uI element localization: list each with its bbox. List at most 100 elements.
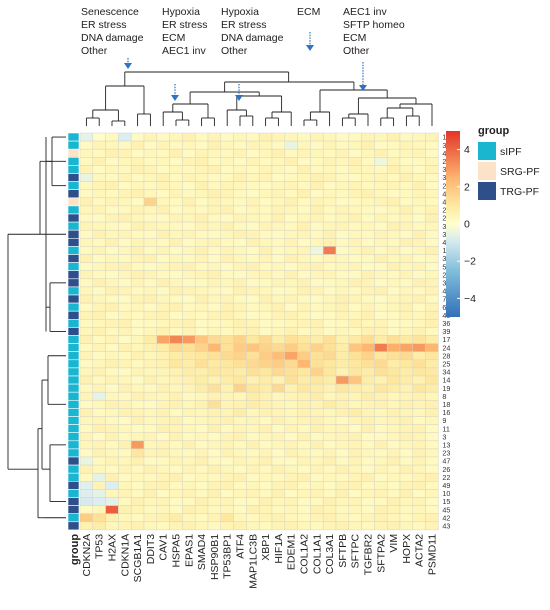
heatmap-cell xyxy=(399,489,414,498)
heatmap-cell xyxy=(258,132,273,142)
heatmap-cell xyxy=(335,383,350,393)
heatmap-cell xyxy=(284,383,298,393)
heatmap-cell xyxy=(399,294,414,304)
group-cell xyxy=(67,181,80,191)
heatmap-cell xyxy=(169,440,183,450)
heatmap-cell xyxy=(169,513,183,523)
heatmap-cell xyxy=(361,302,375,312)
heatmap-cell xyxy=(310,319,324,328)
heatmap-cell xyxy=(322,302,337,312)
heatmap-cell xyxy=(79,270,94,280)
annotation-a5: AEC1 inv SFTP homeo ECM Other xyxy=(343,6,405,58)
heatmap-cell xyxy=(233,424,247,433)
heatmap-cell xyxy=(412,294,426,304)
heatmap-cell xyxy=(284,343,298,352)
heatmap-cell xyxy=(425,278,439,288)
heatmap-cell xyxy=(361,440,375,450)
heatmap-cell xyxy=(182,310,196,320)
heatmap-cell xyxy=(425,343,439,352)
heatmap-cell xyxy=(143,432,158,442)
heatmap-cell xyxy=(143,391,158,401)
heatmap-cell xyxy=(194,448,209,458)
heatmap-cell xyxy=(246,367,260,377)
heatmap-cell xyxy=(105,148,119,158)
heatmap-cell xyxy=(258,359,273,369)
heatmap-cell xyxy=(374,440,388,450)
heatmap-cell xyxy=(310,497,324,506)
heatmap-cell xyxy=(425,302,439,312)
heatmap-cell xyxy=(322,456,337,466)
heatmap-cell xyxy=(118,521,132,531)
heatmap-cell xyxy=(386,359,401,369)
heatmap-cell xyxy=(399,173,414,182)
heatmap-cell xyxy=(233,359,247,369)
heatmap-cell xyxy=(348,319,362,328)
heatmap-cell xyxy=(297,319,311,328)
heatmap-cell xyxy=(425,197,439,207)
heatmap-cell xyxy=(105,416,119,425)
heatmap-cell xyxy=(156,432,170,442)
heatmap-cell xyxy=(233,351,247,361)
heatmap-cell xyxy=(284,132,298,142)
heatmap-cell xyxy=(297,408,311,417)
heatmap-cell xyxy=(246,262,260,271)
heatmap-cell xyxy=(335,238,350,247)
heatmap-cell xyxy=(335,278,350,288)
heatmap-cell xyxy=(335,472,350,482)
heatmap-cell xyxy=(118,432,132,442)
heatmap-cell xyxy=(130,375,145,385)
column-label: EPAS1 xyxy=(183,534,195,567)
heatmap-cell xyxy=(425,351,439,361)
heatmap-cell xyxy=(169,157,183,166)
heatmap-cell xyxy=(105,481,119,490)
heatmap-cell xyxy=(284,448,298,458)
heatmap-cell xyxy=(118,213,132,223)
heatmap-cell xyxy=(143,521,158,531)
heatmap-cell xyxy=(284,351,298,361)
heatmap-cell xyxy=(118,408,132,417)
heatmap-cell xyxy=(207,416,222,425)
heatmap-cell xyxy=(271,448,286,458)
heatmap-cell xyxy=(399,343,414,352)
heatmap-cell xyxy=(412,513,426,523)
heatmap-cell xyxy=(156,262,170,271)
heatmap-cell xyxy=(322,489,337,498)
heatmap-cell xyxy=(130,440,145,450)
heatmap-cell xyxy=(246,189,260,199)
annotation-line: SFTP homeo xyxy=(343,19,405,31)
heatmap-cell xyxy=(207,278,222,288)
heatmap-cell xyxy=(335,197,350,207)
heatmap-cell xyxy=(348,375,362,385)
heatmap-cell xyxy=(143,294,158,304)
heatmap-cell xyxy=(271,408,286,417)
group-cell xyxy=(67,189,80,199)
heatmap-cell xyxy=(79,254,94,263)
heatmap-cell xyxy=(348,157,362,166)
heatmap-cell xyxy=(399,205,414,215)
heatmap-cell xyxy=(92,262,106,271)
heatmap-cell xyxy=(348,213,362,223)
heatmap-cell xyxy=(258,505,273,514)
heatmap-cell xyxy=(220,400,234,409)
heatmap-cell xyxy=(310,173,324,182)
heatmap-cell xyxy=(182,132,196,142)
heatmap-cell xyxy=(322,408,337,417)
heatmap-cell xyxy=(220,270,234,280)
heatmap-cell xyxy=(386,432,401,442)
heatmap-cell xyxy=(156,391,170,401)
heatmap-cell xyxy=(130,521,145,531)
heatmap-cell xyxy=(271,189,286,199)
heatmap-cell xyxy=(92,424,106,433)
heatmap-cell xyxy=(156,481,170,490)
row-label: 28 xyxy=(442,351,450,360)
heatmap-cell xyxy=(118,481,132,490)
heatmap-cell xyxy=(118,278,132,288)
heatmap-cell xyxy=(207,351,222,361)
heatmap-cell xyxy=(143,319,158,328)
heatmap-cell xyxy=(194,440,209,450)
heatmap-cell xyxy=(182,165,196,174)
heatmap-cell xyxy=(374,513,388,523)
heatmap-cell xyxy=(310,440,324,450)
heatmap-cell xyxy=(374,497,388,506)
heatmap-cell xyxy=(310,351,324,361)
